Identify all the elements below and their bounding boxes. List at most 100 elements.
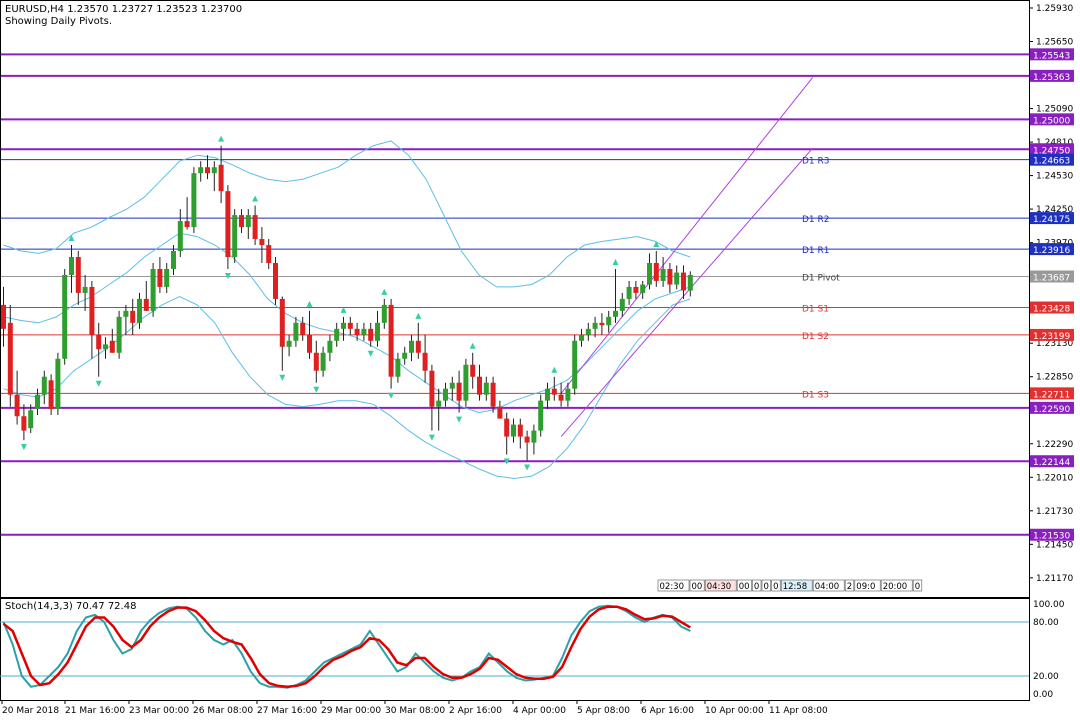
strip-box-4	[752, 579, 762, 592]
candle-body-61	[415, 340, 421, 353]
candle-body-62	[422, 352, 428, 371]
bollinger-middle	[3, 232, 691, 414]
level-label-13: 1.21530	[1033, 532, 1070, 542]
time-label-1: 21 Mar 16:00	[65, 706, 125, 716]
time-strip: 02:30 00 04:30 00 0 0 0 12:58 04:00 2 09:0 20:00 0	[657, 579, 923, 592]
fractal-markers	[20, 135, 660, 471]
candle-body-24	[164, 268, 170, 287]
level-label-box-7	[1030, 270, 1074, 283]
price-tick-label-16: 1.21450	[1036, 540, 1073, 550]
candle-body-15	[103, 344, 108, 350]
candle-body-93	[633, 286, 639, 293]
stoch-signal-line	[2, 605, 691, 689]
level-label-box-12	[1030, 455, 1074, 468]
candle-body-90	[613, 310, 618, 317]
fractal-down-14	[95, 380, 102, 387]
candle-body-77	[524, 436, 530, 443]
channel-line-0	[560, 147, 814, 437]
candle-body-88	[599, 322, 605, 326]
candle-body-56	[381, 304, 387, 323]
candle-body-32	[218, 164, 224, 192]
stoch-tick-label-3: 0.00	[1033, 690, 1053, 700]
candle-body-52	[354, 328, 360, 335]
fractal-up-50	[340, 306, 347, 313]
candle-body-22	[150, 268, 156, 311]
price-tick-label-10: 1.23130	[1036, 339, 1073, 349]
fractal-down-77	[524, 464, 531, 471]
strip-box-7	[780, 579, 813, 592]
candle-body-19	[130, 310, 136, 323]
price-tick-label-14: 1.22010	[1036, 473, 1073, 483]
level-label-box-9	[1030, 328, 1074, 341]
fractal-down-3	[20, 444, 27, 451]
level-label-6: 1.23916	[1033, 246, 1070, 256]
candle-body-50	[341, 322, 346, 329]
candle-body-5	[35, 394, 40, 410]
candle-body-35	[239, 215, 244, 228]
strip-box-0	[657, 579, 690, 592]
level-label-5: 1.24175	[1033, 215, 1070, 225]
candle-body-100	[681, 272, 686, 291]
candle-body-73	[497, 406, 503, 419]
strip-box-9	[844, 579, 855, 592]
pivot-name-7: D1 Pivot	[802, 274, 840, 284]
candle-body-49	[334, 328, 340, 341]
candle-body-2	[14, 394, 20, 417]
level-label-box-5	[1030, 212, 1074, 225]
strip-box-11	[880, 579, 913, 592]
candle-body-9	[62, 274, 68, 359]
candle-body-58	[395, 358, 401, 377]
candle-body-67	[456, 382, 462, 401]
time-label-12: 11 Apr 08:00	[769, 706, 828, 716]
candle-body-36	[245, 215, 251, 228]
strip-box-8	[812, 579, 845, 592]
price-tick-label-3: 1.25090	[1036, 105, 1073, 115]
candle-body-14	[96, 334, 102, 350]
candle-body-75	[511, 424, 516, 437]
pivot-name-10: D1 S3	[802, 390, 829, 400]
time-label-4: 27 Mar 16:00	[257, 706, 317, 716]
level-label-11: 1.22590	[1033, 405, 1070, 415]
level-label-box-10	[1030, 387, 1074, 400]
strip-label-10: 09:0	[856, 582, 875, 592]
candle-body-51	[347, 322, 353, 329]
candle-body-41	[279, 298, 285, 347]
level-label-8: 1.23428	[1033, 305, 1070, 315]
candle-body-91	[619, 298, 625, 311]
candle-body-29	[198, 167, 204, 174]
strip-box-5	[761, 579, 771, 592]
strip-label-9: 2	[847, 582, 852, 592]
candle-body-30	[205, 167, 210, 174]
fractal-down-74	[503, 458, 510, 465]
price-axis: 1.259301.256501.253701.250901.248101.245…	[1029, 4, 1073, 584]
candle-body-11	[75, 257, 81, 293]
candle-body-83	[565, 388, 571, 401]
strip-label-11: 20:00	[883, 582, 908, 592]
stoch-tick-label-1: 80.00	[1033, 618, 1059, 628]
candle-body-96	[653, 262, 659, 281]
fractal-up-56	[381, 288, 388, 295]
candle-body-69	[470, 364, 476, 377]
pivot-name-5: D1 R2	[802, 215, 830, 225]
price-tick-label-1: 1.25650	[1036, 38, 1073, 48]
chart-frame	[0, 0, 1030, 701]
candle-body-16	[109, 340, 115, 353]
candle-body-43	[293, 322, 299, 341]
fractal-up-10	[68, 235, 75, 242]
candle-body-21	[143, 298, 149, 311]
strip-label-12: 0	[915, 582, 920, 592]
strip-box-12	[912, 579, 923, 592]
candle-body-76	[517, 424, 523, 437]
stoch-tick-label-0: 100.00	[1033, 600, 1065, 610]
pivot-name-8: D1 S1	[802, 305, 829, 315]
candle-body-18	[123, 310, 129, 317]
stoch-main-line	[2, 604, 691, 689]
strip-box-3	[736, 579, 752, 592]
pivot-name-4: D1 R3	[802, 157, 830, 167]
candle-body-28	[191, 173, 197, 228]
candle-body-27	[184, 221, 190, 228]
time-label-3: 26 Mar 08:00	[193, 706, 253, 716]
level-label-box-6	[1030, 243, 1074, 256]
level-label-7: 1.23687	[1033, 274, 1070, 284]
